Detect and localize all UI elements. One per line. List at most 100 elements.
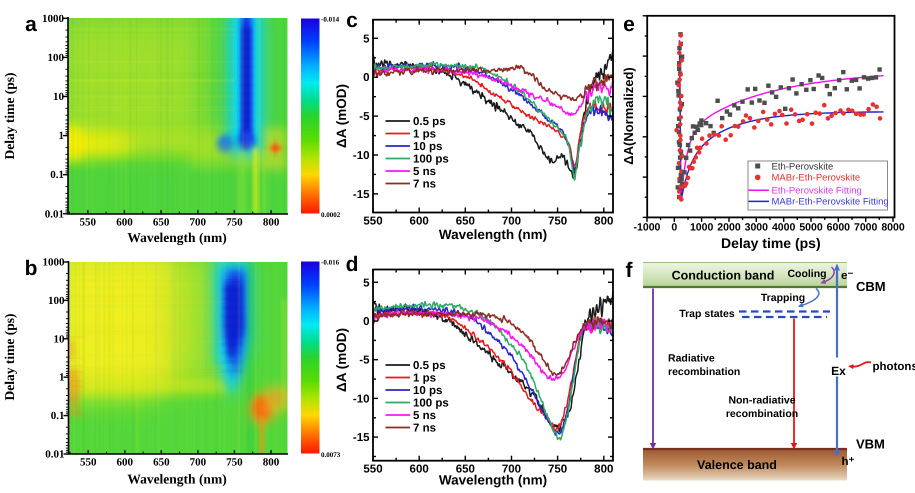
svg-text:Wavelength (nm): Wavelength (nm) xyxy=(439,227,547,242)
svg-text:ΔA (mOD): ΔA (mOD) xyxy=(334,328,349,392)
svg-text:Delay time (ps): Delay time (ps) xyxy=(2,73,17,160)
svg-text:8000: 8000 xyxy=(881,221,905,233)
svg-text:550: 550 xyxy=(80,217,97,229)
svg-text:700: 700 xyxy=(190,457,207,469)
svg-text:1000: 1000 xyxy=(42,13,65,25)
svg-text:100 ps: 100 ps xyxy=(413,154,449,166)
svg-text:800: 800 xyxy=(263,217,280,229)
svg-text:-15: -15 xyxy=(353,432,370,444)
svg-text:e: e xyxy=(623,13,635,36)
svg-text:7000: 7000 xyxy=(854,221,878,233)
svg-text:recombination: recombination xyxy=(668,366,740,378)
svg-text:700: 700 xyxy=(502,216,521,228)
svg-text:Wavelength (nm): Wavelength (nm) xyxy=(127,472,226,487)
svg-text:0: 0 xyxy=(671,221,677,233)
svg-text:800: 800 xyxy=(263,457,280,469)
svg-text:10: 10 xyxy=(53,91,65,103)
svg-text:7 ns: 7 ns xyxy=(413,179,436,191)
svg-text:0.01: 0.01 xyxy=(45,449,64,461)
svg-text:-5: -5 xyxy=(359,111,370,123)
svg-text:Cooling: Cooling xyxy=(787,268,826,280)
svg-text:1 ps: 1 ps xyxy=(413,129,436,141)
svg-text:0.5 ps: 0.5 ps xyxy=(413,360,446,372)
svg-text:100: 100 xyxy=(48,295,65,307)
svg-text:Trapping: Trapping xyxy=(761,292,805,304)
svg-text:0.0073: 0.0073 xyxy=(321,451,341,459)
svg-text:0.01: 0.01 xyxy=(45,208,64,220)
svg-text:650: 650 xyxy=(153,457,170,469)
svg-text:Non-radiative: Non-radiative xyxy=(728,395,795,407)
svg-text:Delay time (ps): Delay time (ps) xyxy=(2,314,17,401)
svg-text:recombination: recombination xyxy=(726,408,798,420)
svg-text:10 ps: 10 ps xyxy=(413,141,442,153)
svg-text:600: 600 xyxy=(410,464,429,476)
svg-text:600: 600 xyxy=(116,217,133,229)
svg-text:1: 1 xyxy=(59,372,65,384)
svg-text:0: 0 xyxy=(363,316,369,328)
svg-text:750: 750 xyxy=(548,216,567,228)
svg-text:Wavelength (nm): Wavelength (nm) xyxy=(439,473,547,488)
svg-text:d: d xyxy=(346,253,359,276)
svg-text:600: 600 xyxy=(117,457,134,469)
svg-text:100 ps: 100 ps xyxy=(413,398,449,410)
svg-text:-0.014: -0.014 xyxy=(321,16,340,24)
svg-text:1000: 1000 xyxy=(43,257,66,269)
svg-text:10 ps: 10 ps xyxy=(413,385,442,397)
svg-text:3000: 3000 xyxy=(745,221,769,233)
svg-text:550: 550 xyxy=(363,216,382,228)
svg-text:Wavelength (nm): Wavelength (nm) xyxy=(127,230,226,245)
svg-text:-5: -5 xyxy=(359,355,370,367)
svg-text:750: 750 xyxy=(226,457,243,469)
svg-text:VBM: VBM xyxy=(856,437,885,452)
svg-text:2000: 2000 xyxy=(717,221,741,233)
svg-text:h⁺: h⁺ xyxy=(842,456,855,468)
svg-text:750: 750 xyxy=(548,464,567,476)
svg-text:650: 650 xyxy=(153,217,170,229)
svg-text:4000: 4000 xyxy=(772,221,796,233)
svg-text:CBM: CBM xyxy=(856,279,886,294)
svg-text:6000: 6000 xyxy=(827,221,851,233)
svg-text:800: 800 xyxy=(594,464,613,476)
svg-text:Eth-Perovskite: Eth-Perovskite xyxy=(772,161,834,172)
svg-text:-1000: -1000 xyxy=(634,221,661,233)
svg-text:c: c xyxy=(346,9,358,32)
svg-text:ΔA (mOD): ΔA (mOD) xyxy=(334,84,349,148)
svg-text:Valence band: Valence band xyxy=(697,458,777,472)
svg-text:5: 5 xyxy=(363,277,370,289)
svg-text:Conduction band: Conduction band xyxy=(672,269,775,283)
svg-text:750: 750 xyxy=(226,217,243,229)
svg-text:700: 700 xyxy=(502,464,521,476)
svg-text:0: 0 xyxy=(363,72,369,84)
svg-text:0.1: 0.1 xyxy=(51,410,65,422)
svg-text:650: 650 xyxy=(456,464,475,476)
svg-text:0.5 ps: 0.5 ps xyxy=(413,116,446,128)
svg-text:Radiative: Radiative xyxy=(668,353,715,365)
svg-text:0.1: 0.1 xyxy=(50,169,64,181)
svg-text:1 ps: 1 ps xyxy=(413,373,436,385)
svg-text:Ex: Ex xyxy=(831,364,846,378)
svg-text:700: 700 xyxy=(190,217,207,229)
svg-text:b: b xyxy=(25,257,38,280)
svg-text:-10: -10 xyxy=(353,393,370,405)
svg-text:ΔA(Normalized): ΔA(Normalized) xyxy=(621,67,636,164)
svg-text:650: 650 xyxy=(456,216,475,228)
svg-text:5000: 5000 xyxy=(799,221,823,233)
svg-text:1: 1 xyxy=(59,130,65,142)
svg-text:-10: -10 xyxy=(353,150,370,162)
svg-text:1000: 1000 xyxy=(690,221,714,233)
svg-text:5 ns: 5 ns xyxy=(413,410,436,422)
svg-text:-15: -15 xyxy=(353,189,370,201)
svg-text:800: 800 xyxy=(594,216,613,228)
svg-text:photons: photons xyxy=(873,361,915,373)
svg-text:MABr-Eth-Perovskite Fitting: MABr-Eth-Perovskite Fitting xyxy=(772,197,889,208)
svg-text:0.0002: 0.0002 xyxy=(321,211,341,219)
svg-text:7 ns: 7 ns xyxy=(413,423,436,435)
svg-text:10: 10 xyxy=(54,333,66,345)
svg-text:a: a xyxy=(25,13,37,36)
svg-text:600: 600 xyxy=(410,216,429,228)
svg-text:Trap states: Trap states xyxy=(679,308,735,320)
svg-text:550: 550 xyxy=(363,464,382,476)
svg-text:-0.016: -0.016 xyxy=(321,259,340,267)
svg-text:e⁻: e⁻ xyxy=(841,270,853,282)
svg-text:Delay time (ps): Delay time (ps) xyxy=(721,235,821,251)
